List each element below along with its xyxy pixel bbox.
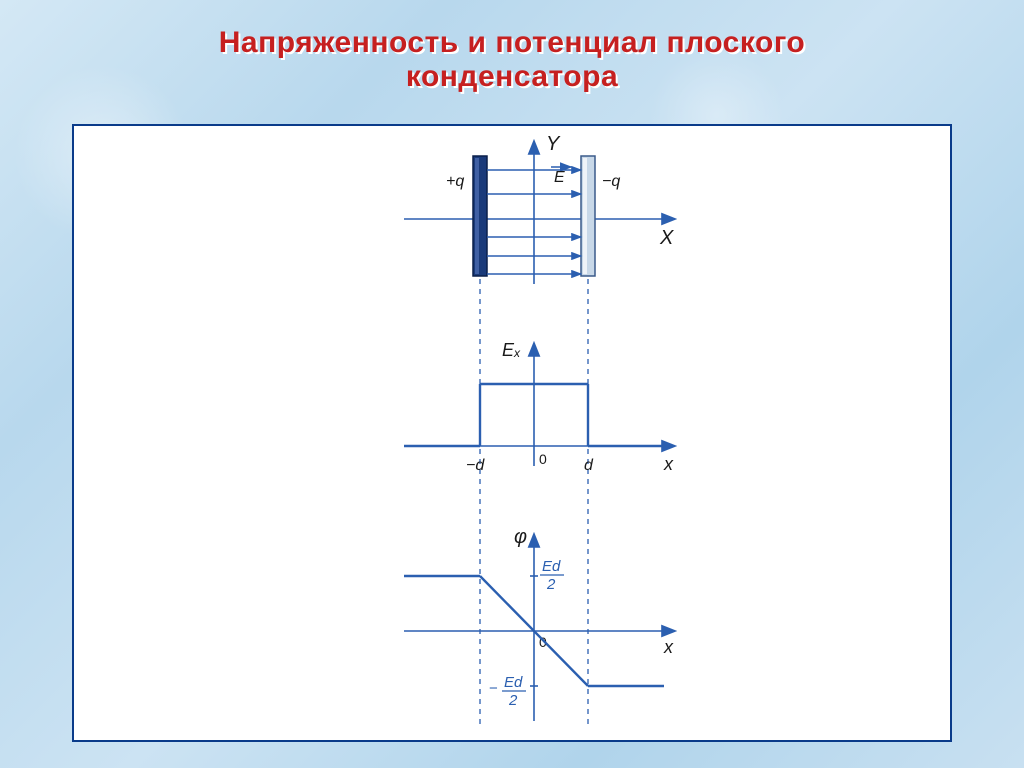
phi-axis-label: φ: [514, 526, 527, 548]
svg-text:Ed: Ed: [542, 558, 561, 575]
svg-text:2: 2: [508, 692, 518, 709]
ed-over-2-label: Ed 2: [540, 558, 564, 593]
ex-axis-label: Eₓ: [502, 340, 521, 360]
x-axis-label-3: x: [663, 637, 674, 657]
svg-text:2: 2: [546, 576, 556, 593]
title-line1: Напряженность и потенциал плоского: [0, 26, 1024, 60]
origin-label-1: 0: [539, 451, 547, 467]
neg-ed-over-2-label: − Ed 2: [489, 674, 526, 709]
svg-text:Ed: Ed: [504, 674, 523, 691]
title-line2: конденсатора: [0, 60, 1024, 94]
d-label-1: d: [584, 457, 594, 474]
phi-graph: φ x 0 Ed 2 − Ed 2: [374, 521, 694, 736]
diagram-panel: Y X +q −q E: [72, 124, 952, 742]
neg-d-label-1: −d: [466, 457, 485, 474]
x-axis-label-2: x: [663, 454, 674, 474]
slide-title: Напряженность и потенциал плоского конде…: [0, 26, 1024, 94]
svg-text:−: −: [489, 680, 498, 697]
ex-graph: Eₓ x 0 −d d: [374, 326, 694, 496]
